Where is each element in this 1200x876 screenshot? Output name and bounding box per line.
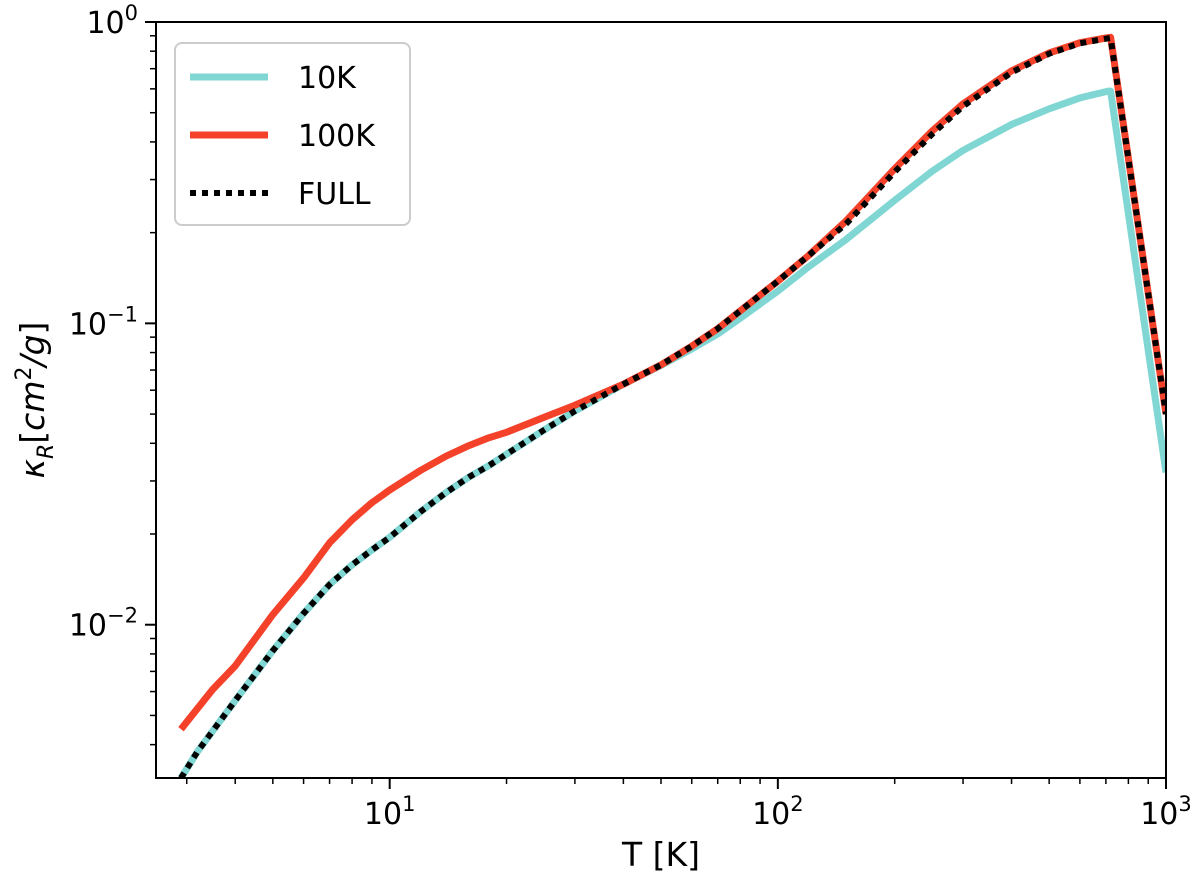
y-tick-label: 100	[86, 1, 138, 41]
x-axis: 101 102 103	[185, 778, 1192, 832]
legend-item-full: FULL	[190, 177, 371, 212]
legend: 10K 100K FULL	[174, 42, 411, 226]
x-tick-label: 102	[752, 792, 804, 832]
y-tick-label: 10−1	[69, 302, 138, 342]
x-axis-label: T [K]	[621, 835, 700, 874]
legend-label: 100K	[298, 119, 376, 154]
x-tick-label: 101	[364, 792, 416, 832]
y-axis-label: κR[cm2/g]	[12, 322, 59, 479]
legend-box	[174, 42, 411, 226]
series-layer	[178, 33, 1166, 778]
legend-item-10k: 10K	[190, 61, 357, 96]
x-tick-label: 103	[1140, 792, 1192, 832]
legend-label: FULL	[298, 177, 371, 212]
y-axis: 10−2 10−1 100	[69, 1, 156, 746]
legend-label: 10K	[298, 61, 357, 96]
series-line-full	[178, 35, 1166, 778]
y-tick-label: 10−2	[69, 604, 138, 644]
legend-item-100k: 100K	[190, 119, 376, 154]
